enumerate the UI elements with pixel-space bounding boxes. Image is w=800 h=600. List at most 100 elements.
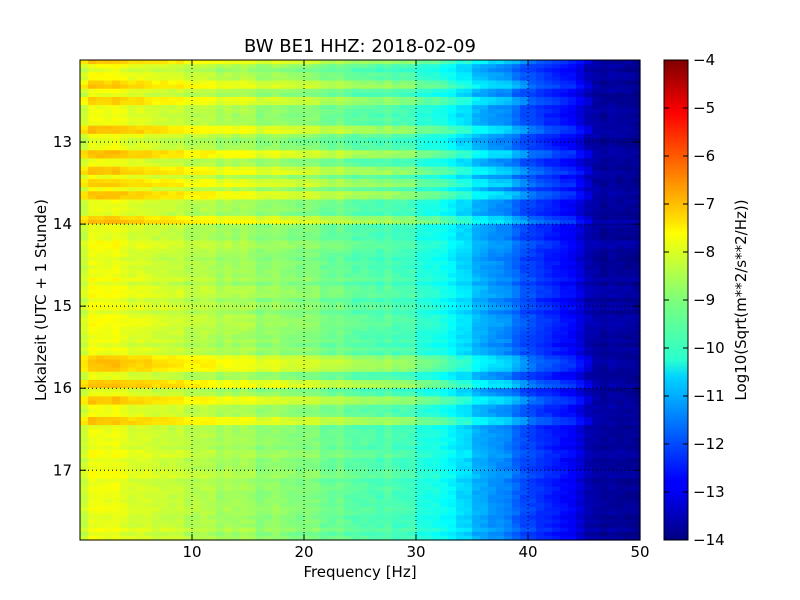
heatmap-cell <box>136 101 145 106</box>
heatmap-cell <box>280 191 289 196</box>
heatmap-cell <box>480 306 489 311</box>
heatmap-cell <box>224 228 233 233</box>
heatmap-cell <box>216 174 225 180</box>
heatmap-cell <box>400 310 409 315</box>
heatmap-cell <box>128 117 137 123</box>
heatmap-cell <box>96 347 105 352</box>
heatmap-cell <box>184 158 193 164</box>
heatmap-cell <box>360 220 369 225</box>
heatmap-cell <box>496 285 505 291</box>
heatmap-cell <box>360 80 369 86</box>
heatmap-cell <box>360 293 369 299</box>
heatmap-cell <box>80 96 89 102</box>
heatmap-cell <box>528 150 537 155</box>
heatmap-cell <box>464 60 473 65</box>
heatmap-cell <box>280 240 289 246</box>
heatmap-cell <box>544 285 553 291</box>
heatmap-cell <box>424 96 433 102</box>
heatmap-cell <box>280 80 289 86</box>
heatmap-cell <box>616 64 625 69</box>
heatmap-cell <box>544 330 553 336</box>
heatmap-cell <box>400 88 409 94</box>
heatmap-cell <box>424 232 433 238</box>
heatmap-cell <box>632 232 641 238</box>
heatmap-cell <box>160 273 169 279</box>
heatmap-cell <box>352 220 361 225</box>
heatmap-cell <box>176 113 185 119</box>
heatmap-cell <box>552 302 561 307</box>
heatmap-cell <box>192 318 201 324</box>
heatmap-cell <box>552 109 561 114</box>
heatmap-cell <box>448 277 457 283</box>
heatmap-cell <box>80 310 89 315</box>
heatmap-cell <box>440 343 449 348</box>
heatmap-cell <box>88 113 97 119</box>
heatmap-cell <box>304 211 313 217</box>
heatmap-cell <box>264 60 273 65</box>
heatmap-cell <box>432 269 441 274</box>
heatmap-cell <box>320 199 329 205</box>
heatmap-cell <box>248 183 257 188</box>
heatmap-cell <box>232 252 241 258</box>
heatmap-cell <box>208 261 217 266</box>
heatmap-cell <box>400 207 409 213</box>
heatmap-cell <box>424 101 433 106</box>
heatmap-cell <box>464 92 473 98</box>
heatmap-cell <box>504 252 513 258</box>
heatmap-cell <box>384 174 393 180</box>
heatmap-cell <box>480 96 489 102</box>
heatmap-cell <box>168 146 177 151</box>
heatmap-cell <box>248 121 257 127</box>
heatmap-cell <box>376 207 385 213</box>
heatmap-cell <box>568 125 577 131</box>
heatmap-cell <box>576 236 585 242</box>
heatmap-cell <box>304 88 313 94</box>
heatmap-cell <box>464 347 473 352</box>
heatmap-cell <box>544 289 553 295</box>
heatmap-cell <box>288 105 297 110</box>
heatmap-cell <box>568 101 577 106</box>
heatmap-cell <box>128 199 137 205</box>
heatmap-cell <box>112 289 121 295</box>
heatmap-cell <box>552 158 561 164</box>
heatmap-cell <box>528 285 537 291</box>
heatmap-cell <box>80 92 89 98</box>
heatmap-cell <box>440 174 449 180</box>
heatmap-cell <box>448 88 457 94</box>
heatmap-cell <box>184 191 193 196</box>
heatmap-cell <box>464 187 473 192</box>
heatmap-cell <box>592 281 601 287</box>
heatmap-cell <box>176 117 185 123</box>
heatmap-cell <box>336 68 345 73</box>
heatmap-cell <box>392 203 401 209</box>
heatmap-cell <box>352 338 361 344</box>
heatmap-cell <box>216 191 225 196</box>
heatmap-cell <box>136 121 145 127</box>
heatmap-cell <box>608 199 617 205</box>
heatmap-cell <box>536 314 545 320</box>
heatmap-cell <box>168 224 177 229</box>
heatmap-cell <box>216 232 225 238</box>
heatmap-cell <box>360 334 369 340</box>
heatmap-cell <box>184 96 193 102</box>
heatmap-cell <box>552 84 561 90</box>
heatmap-cell <box>392 252 401 258</box>
heatmap-cell <box>376 293 385 299</box>
heatmap-cell <box>416 207 425 213</box>
heatmap-cell <box>272 60 281 65</box>
heatmap-cell <box>256 125 265 131</box>
heatmap-cell <box>104 195 113 201</box>
heatmap-cell <box>312 146 321 151</box>
heatmap-cell <box>632 236 641 242</box>
heatmap-cell <box>120 334 129 340</box>
heatmap-cell <box>304 248 313 254</box>
heatmap-cell <box>88 101 97 106</box>
heatmap-cell <box>544 273 553 279</box>
heatmap-cell <box>528 121 537 127</box>
heatmap-cell <box>208 207 217 213</box>
heatmap-cell <box>96 158 105 164</box>
heatmap-cell <box>200 178 209 184</box>
heatmap-cell <box>184 265 193 270</box>
heatmap-cell <box>568 174 577 180</box>
heatmap-cell <box>168 64 177 69</box>
